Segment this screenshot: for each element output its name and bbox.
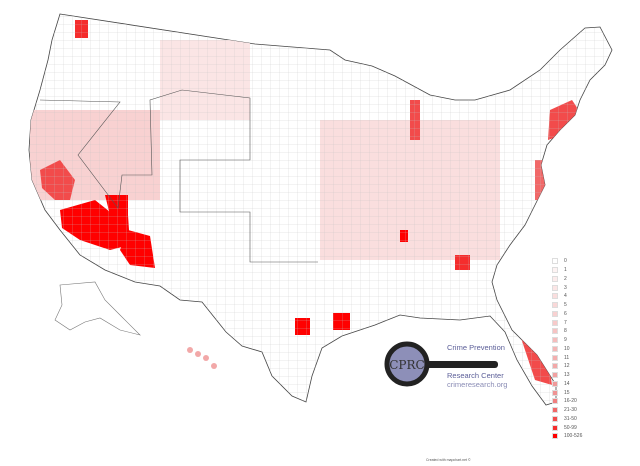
- legend-item: 7: [552, 318, 582, 327]
- legend: 0 1 2 3 4 5 6 7 8 9 10 11 12 13 14 15 16-20 21-30 31-50 50-…: [552, 257, 582, 441]
- legend-swatch: [552, 284, 558, 291]
- legend-label: 15: [564, 389, 570, 396]
- hawaii: [187, 347, 217, 369]
- cprc-logo: CPRC Crime Prevention Research Center cr…: [383, 340, 507, 398]
- legend-item: 12: [552, 362, 582, 371]
- alaska: [54, 281, 141, 336]
- legend-item: 5: [552, 301, 582, 310]
- legend-item: 13: [552, 371, 582, 380]
- logo-url: crimeresearch.org: [447, 380, 508, 389]
- legend-item: 4: [552, 292, 582, 301]
- legend-label: 14: [564, 380, 570, 387]
- hawaii-island: [211, 363, 217, 369]
- logo-line1: Crime Prevention: [447, 343, 505, 352]
- legend-label: 2: [564, 275, 567, 282]
- legend-label: 10: [564, 345, 570, 352]
- legend-item: 0: [552, 257, 582, 266]
- legend-swatch: [552, 424, 558, 431]
- legend-item: 9: [552, 336, 582, 345]
- hawaii-island: [203, 355, 209, 361]
- logo-line2: Research Center: [447, 371, 504, 380]
- legend-swatch: [552, 363, 558, 370]
- legend-swatch: [552, 293, 558, 300]
- legend-item: 1: [552, 266, 582, 275]
- legend-label: 6: [564, 310, 567, 317]
- legend-item: 21-30: [552, 406, 582, 415]
- legend-label: 12: [564, 363, 570, 370]
- legend-swatch: [552, 398, 558, 405]
- logo-mark: CPRC: [389, 358, 424, 372]
- legend-swatch: [552, 319, 558, 326]
- legend-swatch: [552, 407, 558, 414]
- legend-label: 9: [564, 337, 567, 344]
- legend-item: 2: [552, 275, 582, 284]
- magnifier-icon: CPRC: [384, 341, 498, 387]
- legend-item: 11: [552, 353, 582, 362]
- legend-item: 100-526: [552, 432, 582, 441]
- legend-label: 5: [564, 302, 567, 309]
- legend-label: 3: [564, 284, 567, 291]
- legend-item: 3: [552, 283, 582, 292]
- footer-credit: Created with mapchart.net ©: [426, 458, 471, 462]
- legend-label: 100-526: [564, 433, 583, 440]
- legend-label: 21-30: [564, 407, 577, 414]
- legend-item: 16-20: [552, 397, 582, 406]
- legend-label: 0: [564, 258, 567, 265]
- legend-swatch: [552, 328, 558, 335]
- legend-swatch: [552, 433, 558, 440]
- legend-label: 31-50: [564, 415, 577, 422]
- legend-swatch: [552, 267, 558, 274]
- legend-label: 13: [564, 372, 570, 379]
- legend-swatch: [552, 380, 558, 387]
- legend-swatch: [552, 389, 558, 396]
- legend-swatch: [552, 258, 558, 265]
- legend-label: 16-20: [564, 398, 577, 405]
- legend-item: 50-99: [552, 423, 582, 432]
- legend-swatch: [552, 302, 558, 309]
- hawaii-island: [187, 347, 193, 353]
- legend-swatch: [552, 372, 558, 379]
- legend-label: 4: [564, 293, 567, 300]
- legend-swatch: [552, 345, 558, 352]
- legend-item: 14: [552, 380, 582, 389]
- legend-label: 50-99: [564, 424, 577, 431]
- legend-item: 8: [552, 327, 582, 336]
- legend-label: 7: [564, 319, 567, 326]
- legend-label: 11: [564, 354, 570, 361]
- legend-swatch: [552, 275, 558, 282]
- state-borders: [39, 89, 318, 263]
- hawaii-island: [195, 351, 201, 357]
- legend-item: 10: [552, 345, 582, 354]
- legend-swatch: [552, 415, 558, 422]
- legend-label: 1: [564, 267, 567, 274]
- legend-item: 15: [552, 388, 582, 397]
- legend-item: 31-50: [552, 415, 582, 424]
- legend-swatch: [552, 337, 558, 344]
- legend-swatch: [552, 354, 558, 361]
- legend-label: 8: [564, 328, 567, 335]
- legend-swatch: [552, 310, 558, 317]
- legend-item: 6: [552, 310, 582, 319]
